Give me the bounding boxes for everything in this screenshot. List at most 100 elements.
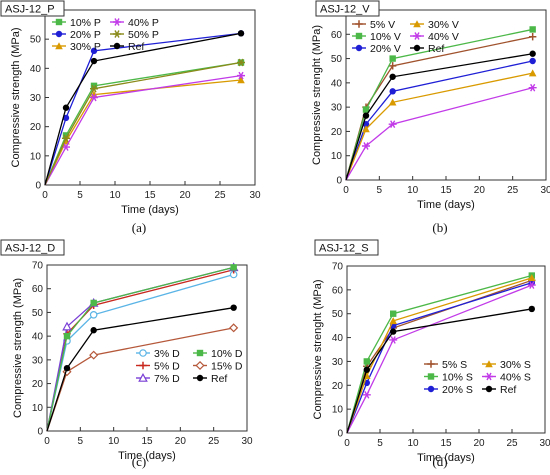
series-line: [345, 60, 533, 181]
y-tick-label: 0: [336, 176, 342, 187]
series-line: [46, 307, 234, 432]
data-point: [62, 132, 70, 139]
x-tick-label: 5: [77, 190, 83, 201]
data-point: [389, 317, 397, 325]
x-tick-label: 5: [78, 436, 84, 447]
x-tick-label: 15: [440, 185, 452, 196]
legend-marker: [196, 349, 204, 357]
data-point: [389, 336, 398, 344]
legend-label: 30% V: [428, 19, 459, 31]
legend-marker: [139, 349, 147, 357]
panel-title-box: [0, 0, 65, 17]
x-axis-label: Time (days): [417, 199, 475, 211]
legend-label: 20% V: [370, 43, 401, 55]
x-tick-label: 0: [344, 438, 350, 449]
legend-label: 10% P: [70, 17, 101, 29]
legend-marker: [485, 372, 493, 381]
data-point: [362, 106, 370, 113]
series-line: [44, 61, 242, 186]
data-point: [237, 71, 245, 80]
series-line: [46, 266, 234, 432]
data-point: [89, 350, 99, 360]
data-point: [62, 114, 70, 122]
series-line: [345, 87, 533, 181]
data-point: [528, 274, 536, 282]
y-tick-label: 10: [332, 405, 344, 416]
data-point: [389, 88, 396, 95]
y-tick-label: 0: [35, 181, 41, 192]
x-tick-label: 10: [109, 190, 121, 201]
y-tick-label: 0: [37, 427, 43, 438]
legend-marker: [355, 20, 363, 28]
legend-label: 5% D: [154, 360, 180, 372]
y-tick-label: 40: [30, 64, 42, 75]
series-line: [346, 282, 532, 434]
legend-label: 40% S: [500, 371, 531, 383]
x-axis-label: Time (days): [417, 452, 475, 464]
data-point: [390, 310, 397, 317]
x-axis-label: Time (days): [121, 204, 179, 216]
legend-label: 20% S: [442, 384, 473, 396]
x-tick-label: 10: [407, 438, 419, 449]
data-point: [527, 281, 536, 289]
x-tick-label: 0: [42, 190, 48, 201]
legend-marker: [196, 374, 204, 382]
series-line: [46, 266, 234, 432]
data-point: [229, 323, 239, 333]
legend-label: 40% V: [428, 31, 459, 43]
legend-label: 40% P: [128, 17, 159, 29]
data-point: [90, 299, 97, 307]
data-point: [363, 366, 370, 373]
data-point: [362, 125, 370, 133]
x-tick-label: 25: [208, 436, 220, 447]
legend-label: 30% P: [70, 41, 101, 53]
series-line: [44, 32, 242, 186]
panel-title: ASJ-12_V: [320, 4, 370, 16]
data-point: [363, 358, 370, 365]
x-tick-label: 10: [108, 436, 120, 447]
y-axis-label: Compressive strenght (MPa): [312, 280, 324, 420]
y-tick-label: 30: [331, 103, 343, 114]
data-point: [528, 69, 537, 77]
y-tick-label: 10: [30, 151, 42, 162]
y-tick-label: 70: [32, 261, 44, 272]
data-point: [528, 33, 537, 41]
x-tick-label: 15: [440, 438, 452, 449]
legend-label: Ref: [128, 41, 144, 53]
y-tick-label: 0: [337, 429, 343, 440]
y-tick-label: 10: [32, 403, 44, 414]
series-line: [44, 74, 242, 186]
legend-label: 10% V: [370, 31, 401, 43]
data-point: [528, 305, 535, 313]
legend-marker: [55, 30, 63, 38]
legend-label: 3% D: [154, 348, 180, 360]
legend-marker: [139, 361, 147, 370]
data-point: [90, 327, 97, 334]
series-line: [346, 274, 532, 434]
x-tick-label: 25: [507, 185, 519, 196]
legend-marker: [113, 18, 121, 26]
y-tick-label: 50: [30, 35, 42, 46]
y-tick-label: 60: [32, 284, 44, 295]
data-point: [529, 50, 536, 57]
panel-title: ASJ-12_S: [319, 243, 369, 255]
data-point: [237, 58, 245, 67]
legend-marker: [413, 20, 421, 28]
data-point: [362, 112, 370, 119]
data-point: [90, 84, 98, 93]
data-point: [390, 328, 397, 335]
panel-title: ASJ-12_D: [5, 243, 55, 255]
data-point: [62, 134, 70, 143]
series-line: [346, 284, 533, 434]
y-tick-label: 50: [331, 54, 343, 65]
legend-label: 50% P: [128, 29, 159, 41]
y-tick-label: 50: [332, 309, 344, 320]
legend-label: 5% V: [370, 19, 395, 31]
y-tick-label: 30: [30, 93, 42, 104]
legend-marker: [485, 385, 493, 393]
legend-label: 30% S: [500, 359, 531, 371]
panel-caption: (b): [432, 220, 447, 235]
y-tick-label: 10: [331, 151, 343, 162]
